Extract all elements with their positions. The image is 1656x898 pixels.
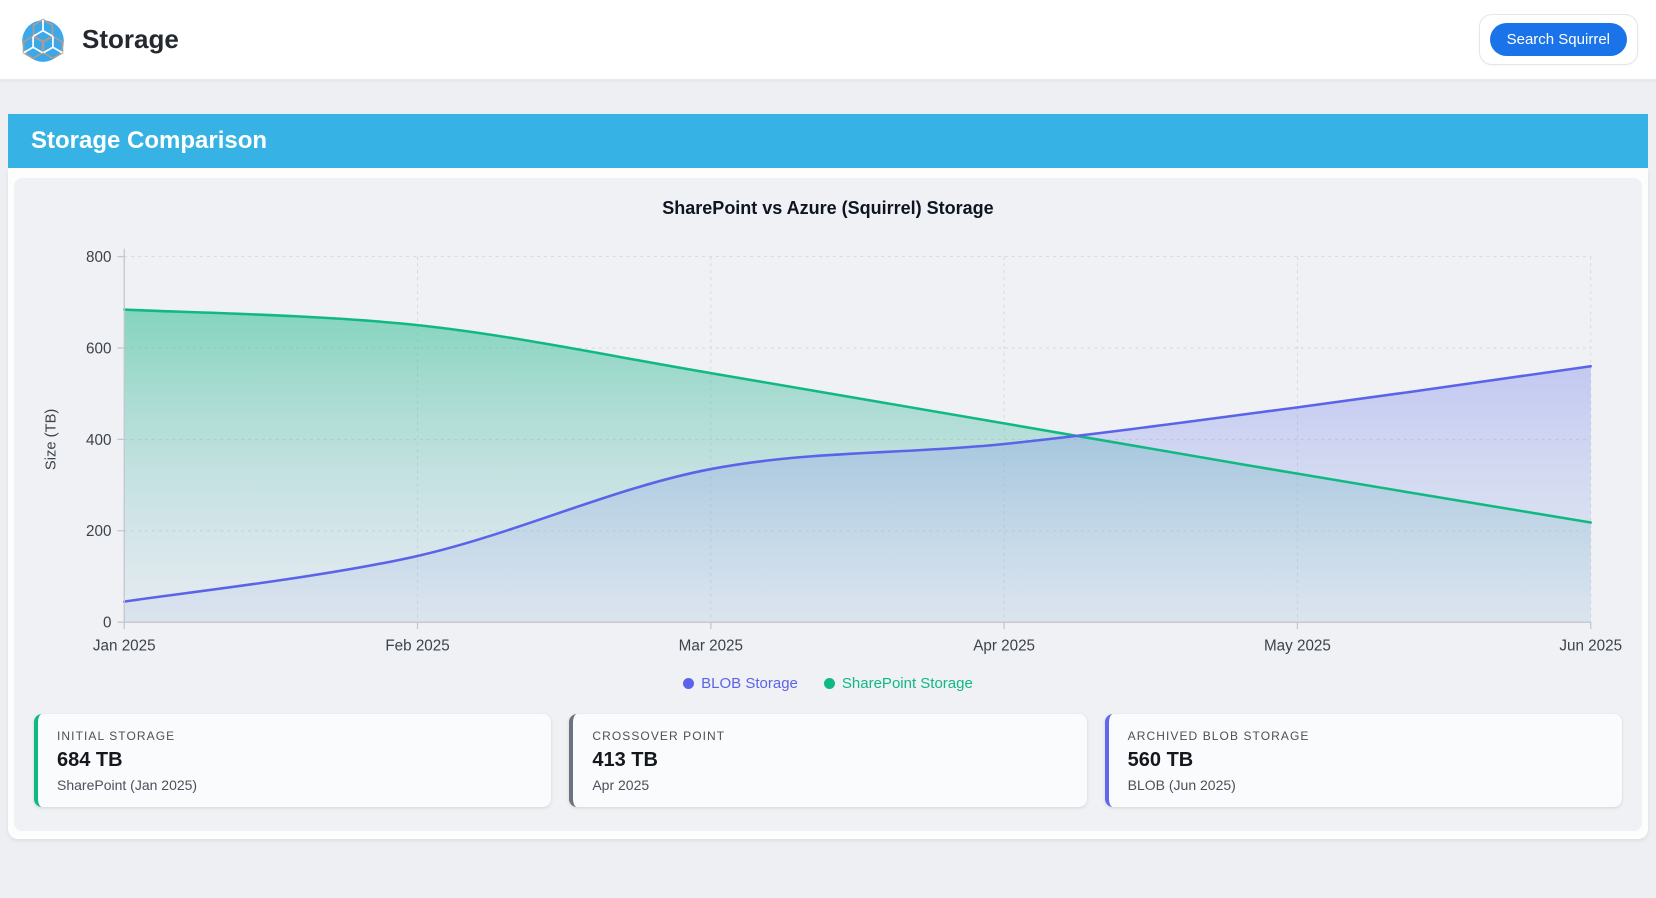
svg-text:Mar 2025: Mar 2025 — [679, 638, 743, 655]
section-banner: Storage Comparison — [8, 114, 1648, 168]
stat-label: CROSSOVER POINT — [592, 729, 726, 744]
legend-item-sharepoint-storage[interactable]: SharePoint Storage — [823, 675, 973, 693]
stat-sub: BLOB (Jun 2025) — [1127, 777, 1236, 794]
svg-text:400: 400 — [86, 432, 111, 449]
chart-area[interactable]: 0 200 400 600 800 Jan 2025 Feb 2025 Mar 2025 Apr… — [22, 231, 1634, 667]
chart-panel: SharePoint vs Azure (Squirrel) Storage 0… — [14, 178, 1642, 832]
search-button-frame: Search Squirrel — [1478, 14, 1638, 65]
stat-sub: Apr 2025 — [592, 777, 650, 794]
stat-value: 684 TB — [57, 749, 123, 772]
page-title: Storage — [82, 24, 179, 54]
svg-text:Jun 2025: Jun 2025 — [1559, 638, 1622, 655]
stat-value: 560 TB — [1127, 749, 1194, 772]
svg-text:600: 600 — [86, 340, 111, 357]
section-banner-title: Storage Comparison — [31, 127, 268, 154]
storage-chart-svg[interactable]: 0 200 400 600 800 Jan 2025 Feb 2025 Mar 2025 Apr… — [22, 231, 1634, 667]
svg-text:Apr 2025: Apr 2025 — [973, 638, 1035, 655]
legend-label-sharepoint: SharePoint Storage — [841, 675, 973, 693]
search-squirrel-button[interactable]: Search Squirrel — [1489, 23, 1627, 56]
stats-row: INITIAL STORAGE 684 TB SharePoint (Jan 2… — [22, 714, 1634, 813]
stat-label: INITIAL STORAGE — [57, 729, 176, 744]
stat-value: 413 TB — [592, 749, 658, 772]
svg-text:800: 800 — [86, 249, 111, 266]
app-logo-icon — [22, 18, 64, 62]
svg-text:Feb 2025: Feb 2025 — [385, 638, 449, 655]
svg-text:200: 200 — [86, 523, 111, 540]
legend-swatch-blob-icon — [683, 678, 695, 690]
svg-text:May 2025: May 2025 — [1264, 638, 1331, 655]
stat-sub: SharePoint (Jan 2025) — [57, 777, 198, 794]
svg-text:Jan 2025: Jan 2025 — [93, 638, 156, 655]
svg-text:Size (TB): Size (TB) — [43, 409, 59, 470]
app-header: Storage Search Squirrel — [0, 0, 1656, 80]
legend-label-blob: BLOB Storage — [701, 675, 798, 693]
chart-title: SharePoint vs Azure (Squirrel) Storage — [662, 198, 994, 218]
stat-card-initial-storage: INITIAL STORAGE 684 TB SharePoint (Jan 2… — [34, 714, 552, 808]
stat-card-archived-blob-storage: ARCHIVED BLOB STORAGE 560 TB BLOB (Jun 2… — [1104, 714, 1622, 808]
stat-label: ARCHIVED BLOB STORAGE — [1127, 729, 1310, 744]
svg-text:0: 0 — [103, 615, 111, 632]
storage-comparison-card: SharePoint vs Azure (Squirrel) Storage 0… — [8, 168, 1648, 840]
legend-item-blob-storage[interactable]: BLOB Storage — [683, 675, 798, 692]
legend-swatch-sharepoint-icon — [823, 678, 835, 690]
chart-legend: BLOB Storage SharePoint Storage — [22, 675, 1634, 692]
stat-card-crossover-point: CROSSOVER POINT 413 TB Apr 2025 — [569, 714, 1087, 808]
